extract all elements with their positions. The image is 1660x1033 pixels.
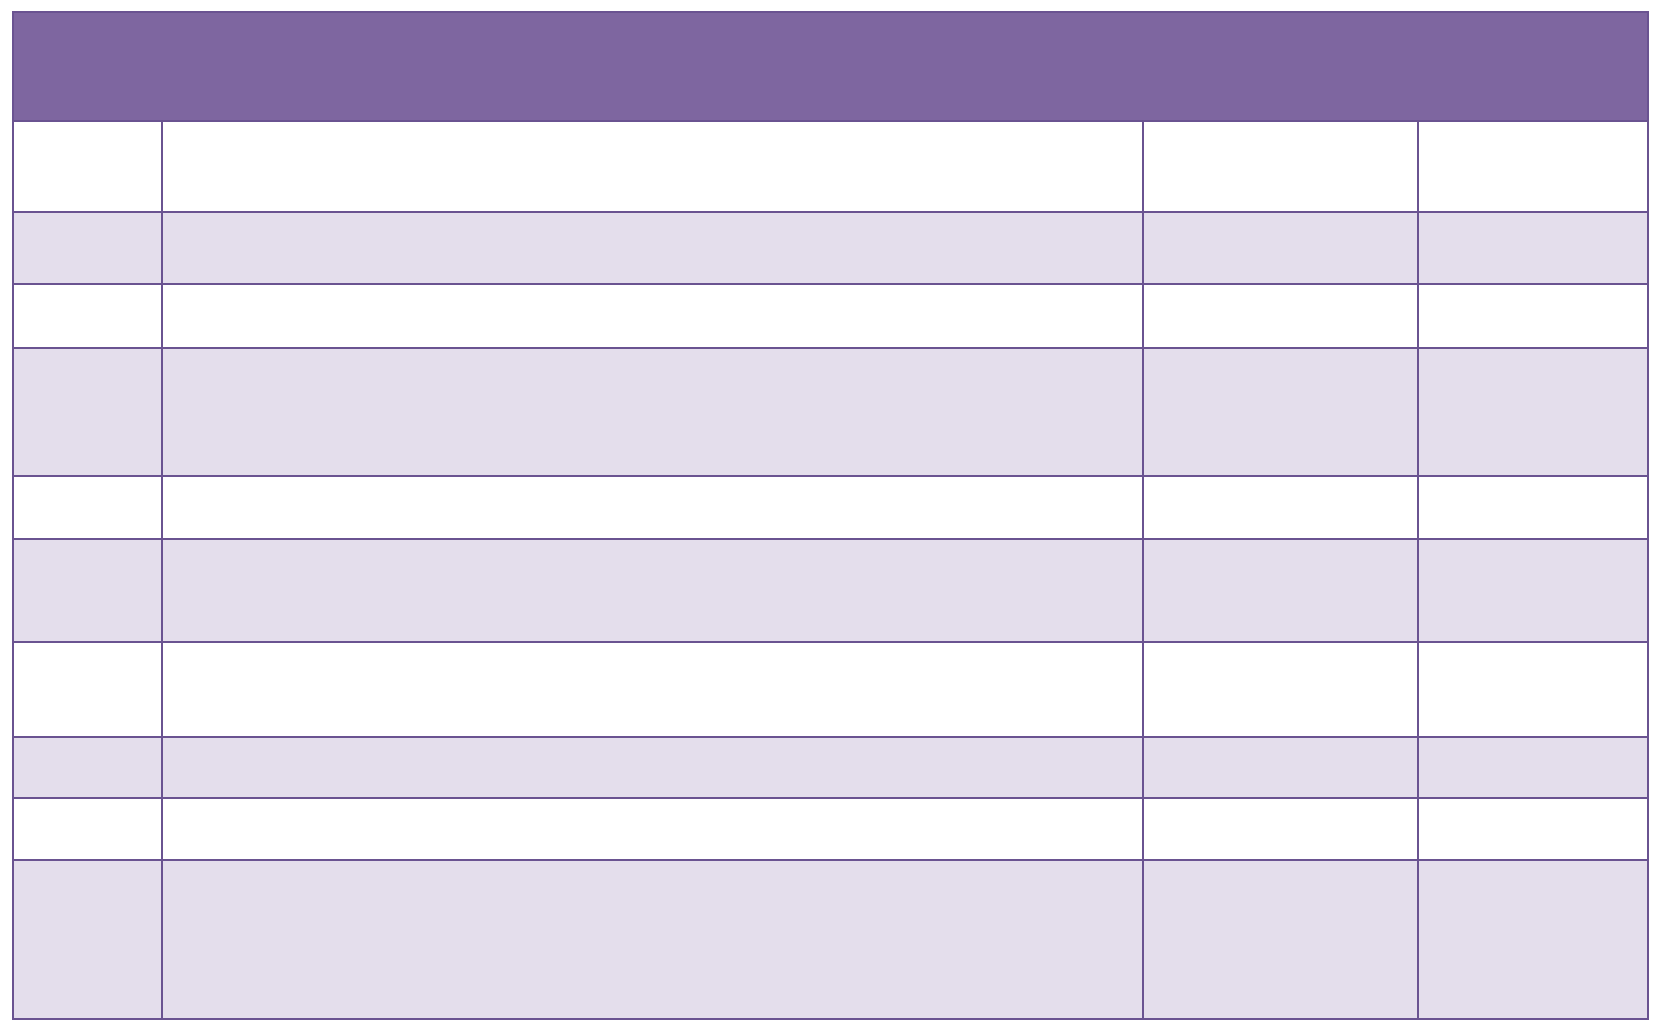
- table-cell-col4: [1417, 120, 1649, 213]
- table-cell-col1: [12, 859, 163, 1020]
- table-cell-col4: [1417, 211, 1649, 285]
- table-cell-col2: [161, 120, 1144, 213]
- table-row: [12, 475, 1649, 540]
- table-cell-col1: [12, 475, 163, 540]
- table-row: [12, 641, 1649, 738]
- table-cell-col2: [161, 736, 1144, 799]
- table-cell-col1: [12, 538, 163, 643]
- table-row: [12, 283, 1649, 349]
- table-cell-col2: [161, 641, 1144, 738]
- table-cell-col3: [1142, 283, 1419, 349]
- table-row: [12, 538, 1649, 643]
- table-cell-col2: [161, 283, 1144, 349]
- table-header: [13, 12, 1648, 121]
- table-cell-col4: [1417, 475, 1649, 540]
- data-table: [12, 11, 1649, 1020]
- table-cell-col3: [1142, 538, 1419, 643]
- table-cell-col4: [1417, 736, 1649, 799]
- table-cell-col4: [1417, 538, 1649, 643]
- table-cell-col3: [1142, 120, 1419, 213]
- table-cell-col1: [12, 736, 163, 799]
- table-cell-col2: [161, 211, 1144, 285]
- table-cell-col1: [12, 283, 163, 349]
- table-cell-col1: [12, 347, 163, 477]
- table-row: [12, 211, 1649, 285]
- table-row: [12, 120, 1649, 213]
- table-cell-col4: [1417, 797, 1649, 861]
- table-cell-col2: [161, 538, 1144, 643]
- table-cell-col3: [1142, 475, 1419, 540]
- table-body: [12, 120, 1649, 1020]
- table-cell-col1: [12, 120, 163, 213]
- table-cell-col1: [12, 641, 163, 738]
- table-cell-col3: [1142, 859, 1419, 1020]
- table-cell-col2: [161, 475, 1144, 540]
- table-cell-col2: [161, 859, 1144, 1020]
- table-header-banner: [13, 12, 1648, 121]
- table-row: [12, 347, 1649, 477]
- table-cell-col4: [1417, 859, 1649, 1020]
- table-cell-col1: [12, 211, 163, 285]
- table-cell-col1: [12, 797, 163, 861]
- table-cell-col3: [1142, 797, 1419, 861]
- table-cell-col3: [1142, 736, 1419, 799]
- table-cell-col3: [1142, 211, 1419, 285]
- table-cell-col2: [161, 347, 1144, 477]
- table-cell-col4: [1417, 283, 1649, 349]
- table-header-row: [13, 12, 1648, 121]
- table-cell-col4: [1417, 347, 1649, 477]
- table-cell-col2: [161, 797, 1144, 861]
- table-cell-col3: [1142, 347, 1419, 477]
- table-cell-col3: [1142, 641, 1419, 738]
- table-row: [12, 736, 1649, 799]
- table-cell-col4: [1417, 641, 1649, 738]
- table-row: [12, 859, 1649, 1020]
- table-row: [12, 797, 1649, 861]
